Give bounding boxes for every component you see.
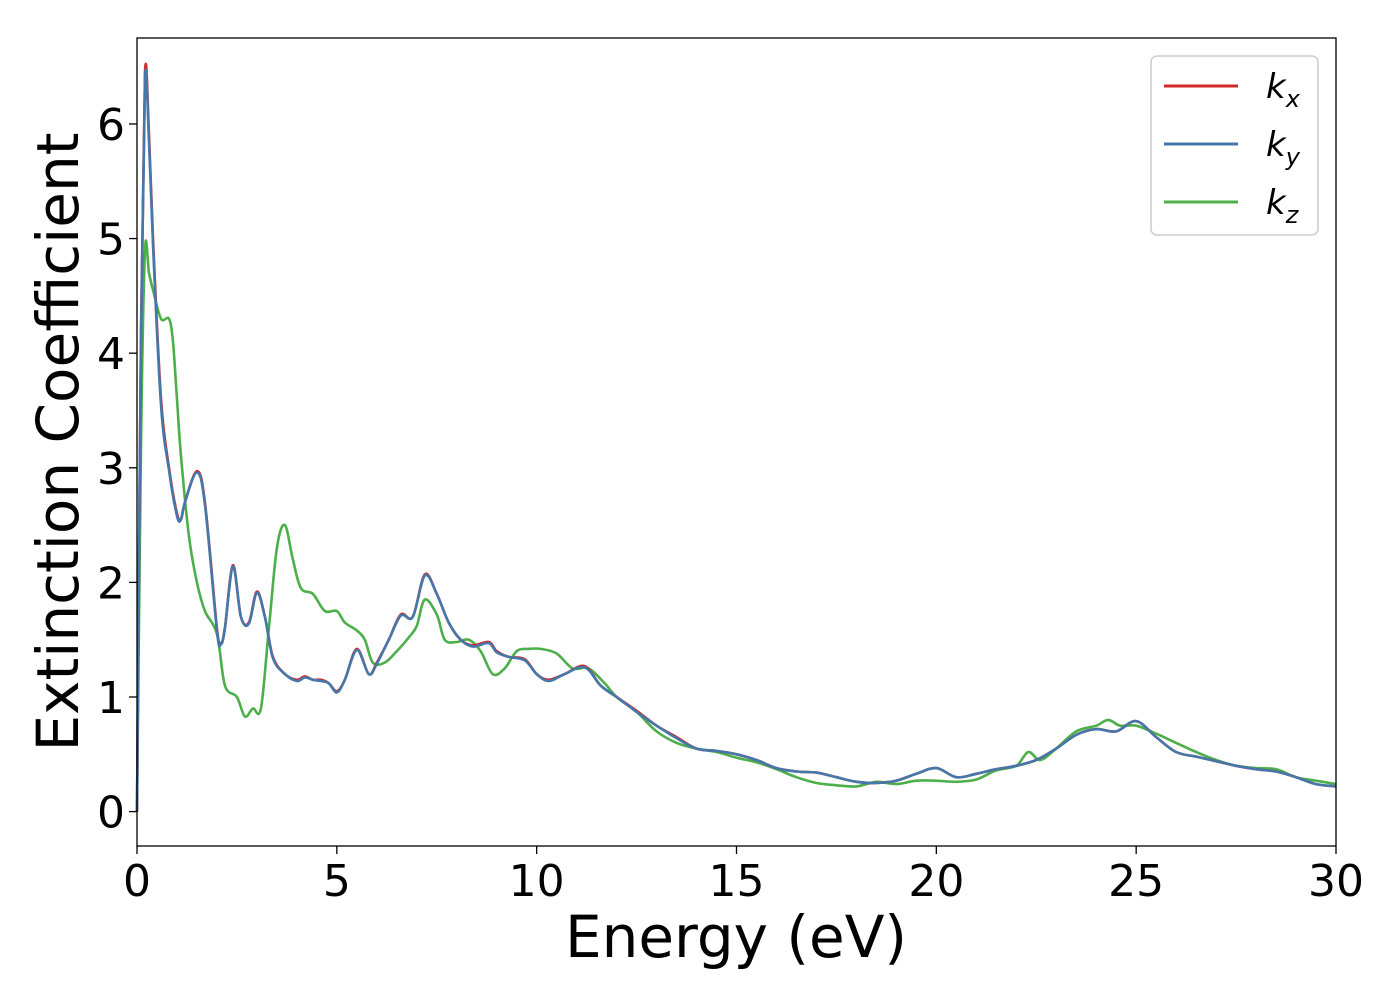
x-axis: 0 5 10 15 20 25 30 — [123, 846, 1364, 907]
series-line-ky — [135, 68, 1337, 812]
x-tick-label: 0 — [123, 856, 151, 907]
y-tick-label: 3 — [97, 444, 125, 495]
x-tick-label: 25 — [1108, 856, 1164, 907]
y-tick-label: 5 — [97, 215, 125, 266]
y-tick-label: 1 — [97, 673, 125, 724]
legend-label-kx: kx — [1266, 67, 1301, 113]
x-tick-label: 30 — [1308, 856, 1364, 907]
x-tick-label: 10 — [509, 856, 565, 907]
series-layer — [135, 62, 1337, 812]
x-tick-label: 20 — [908, 856, 964, 907]
x-tick-label: 5 — [323, 856, 351, 907]
legend-label-ky: ky — [1266, 125, 1301, 171]
y-tick-label: 2 — [97, 558, 125, 609]
plot-area — [137, 38, 1336, 846]
y-axis: 0 1 2 3 4 5 6 — [97, 100, 137, 839]
legend: kx ky kz — [1150, 55, 1319, 236]
y-tick-label: 0 — [97, 788, 125, 839]
x-tick-label: 15 — [709, 856, 765, 907]
y-axis-title: Extinction Coefficient — [24, 133, 92, 752]
y-tick-label: 6 — [97, 100, 125, 151]
x-axis-title: Energy (eV) — [565, 903, 907, 971]
legend-label-kz: kz — [1266, 183, 1300, 229]
y-tick-label: 4 — [97, 329, 125, 380]
